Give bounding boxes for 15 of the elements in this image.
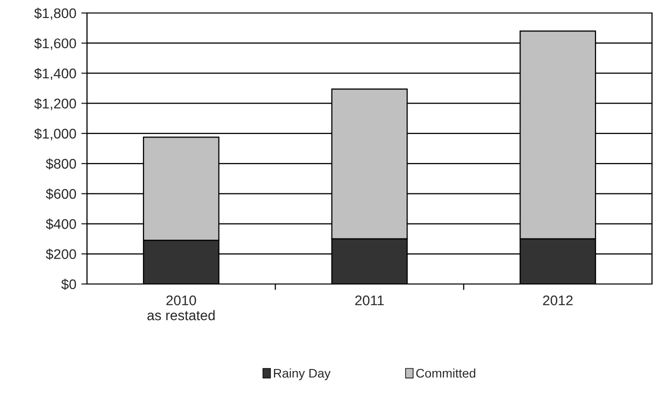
- legend-label: Committed: [416, 368, 476, 378]
- y-tick-label: $800: [46, 158, 76, 170]
- y-tick-label: $1,800: [34, 8, 76, 20]
- y-tick-label: $1,000: [34, 128, 76, 140]
- x-tick-label: 2012: [543, 295, 573, 306]
- y-tick-label: $200: [46, 248, 76, 260]
- x-tick-label: 2010 as restated: [147, 295, 215, 320]
- y-tick-label: $600: [46, 188, 76, 200]
- y-tick-label: $1,600: [34, 38, 76, 50]
- y-tick-label: $1,400: [34, 68, 76, 80]
- y-tick-label: $0: [61, 278, 76, 290]
- y-tick-label: $400: [46, 218, 76, 230]
- y-tick-label: $1,200: [34, 98, 76, 110]
- legend-label: Rainy Day: [274, 368, 331, 380]
- x-tick-label: 2011: [355, 295, 384, 306]
